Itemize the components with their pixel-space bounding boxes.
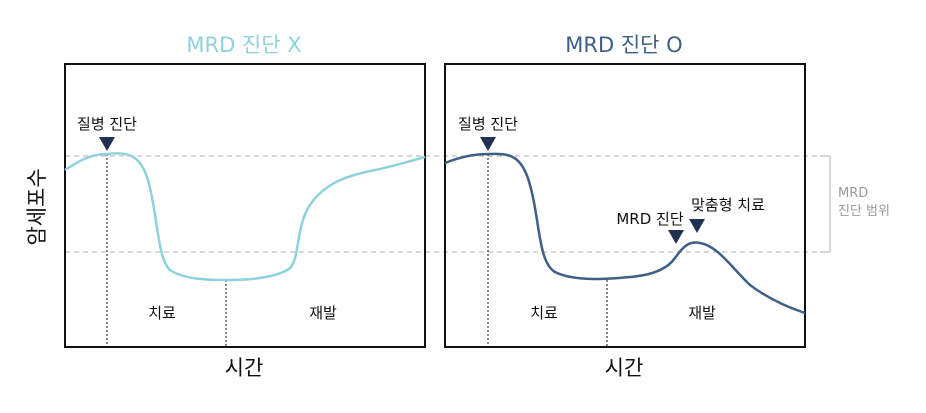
left-panel: MRD 진단 X 질병 진단 치료 재발 시간 bbox=[64, 33, 426, 380]
range-label-line2: 진단 범위 bbox=[838, 204, 890, 219]
right-relapse-label: 재발 bbox=[688, 304, 716, 322]
mrd-range-bracket: MRD 진단 범위 bbox=[820, 155, 890, 253]
custom-treatment-triangle-icon bbox=[689, 219, 705, 233]
left-cancer-curve bbox=[64, 152, 426, 282]
range-label-line1: MRD bbox=[838, 186, 868, 201]
custom-treatment-label: 맞춤형 치료 bbox=[691, 196, 765, 214]
right-panel-title: MRD 진단 O bbox=[565, 33, 682, 57]
right-x-axis-label: 시간 bbox=[605, 356, 644, 380]
left-relapse-label: 재발 bbox=[309, 304, 337, 322]
right-panel: MRD 진단 O 질병 진단 MRD 진단 맞춤형 치료 치료 재발 시간 bbox=[444, 33, 806, 380]
right-diagnosis-triangle-icon bbox=[480, 137, 496, 151]
threshold-lines bbox=[65, 155, 830, 253]
right-treatment-label: 치료 bbox=[530, 304, 558, 322]
right-diagnosis-label: 질병 진단 bbox=[458, 115, 518, 133]
left-panel-frame bbox=[64, 63, 426, 348]
left-panel-title: MRD 진단 X bbox=[186, 33, 301, 57]
right-panel-frame bbox=[444, 63, 806, 348]
y-axis-label: 암세포수 bbox=[25, 168, 49, 245]
mrd-label: MRD 진단 bbox=[616, 210, 683, 228]
range-bracket-line bbox=[820, 155, 831, 253]
mrd-triangle-icon bbox=[668, 230, 684, 244]
left-x-axis-label: 시간 bbox=[225, 356, 264, 380]
right-cancer-curve bbox=[444, 152, 806, 315]
left-diagnosis-triangle-icon bbox=[99, 137, 115, 151]
left-treatment-label: 치료 bbox=[148, 304, 176, 322]
left-diagnosis-label: 질병 진단 bbox=[77, 115, 137, 133]
